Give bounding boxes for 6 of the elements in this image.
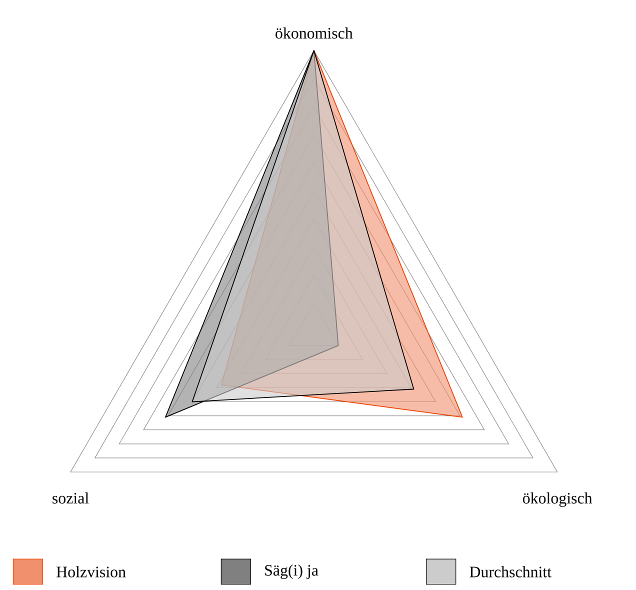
legend-label: Durchschnitt [470,566,552,578]
spoke-label: ökonomisch [276,27,353,39]
legend-label: Holzvision [56,566,126,578]
legend-label: Säg(i) ja [265,564,318,579]
spoke-label: ökologisch [522,492,592,507]
spoke-label: sozial [52,492,89,504]
